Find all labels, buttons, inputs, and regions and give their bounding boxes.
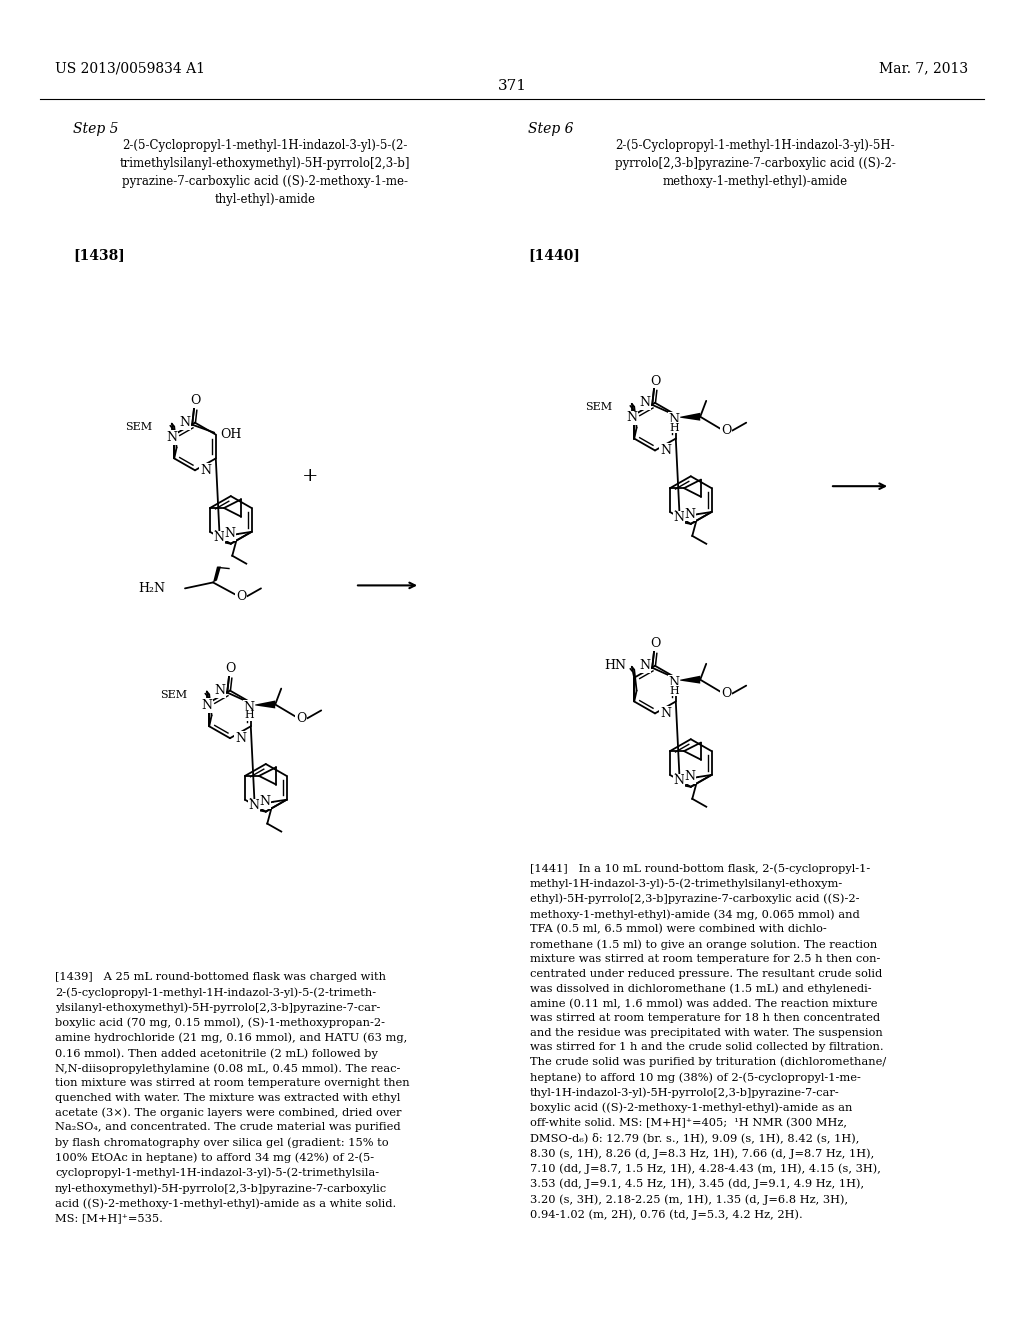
Text: N: N xyxy=(234,731,246,744)
Text: H: H xyxy=(245,710,254,721)
Text: [1440]: [1440] xyxy=(528,248,580,263)
Text: N: N xyxy=(660,708,671,719)
Text: N: N xyxy=(259,795,270,808)
Text: 2-(5-Cyclopropyl-1-methyl-1H-indazol-3-yl)-5-(2-
trimethylsilanyl-ethoxymethyl)-: 2-(5-Cyclopropyl-1-methyl-1H-indazol-3-y… xyxy=(120,139,411,206)
Text: N: N xyxy=(674,775,685,787)
Text: [1438]: [1438] xyxy=(73,248,125,263)
Text: N: N xyxy=(249,799,260,812)
Text: SEM: SEM xyxy=(160,689,187,700)
Text: N: N xyxy=(627,412,638,424)
Text: N: N xyxy=(244,701,255,714)
Text: +: + xyxy=(302,467,318,486)
Text: N: N xyxy=(202,700,213,711)
Text: HN: HN xyxy=(604,659,627,672)
Text: N: N xyxy=(639,659,650,672)
Polygon shape xyxy=(255,701,275,709)
Polygon shape xyxy=(680,413,700,421)
Polygon shape xyxy=(213,566,221,582)
Text: O: O xyxy=(650,375,660,388)
Text: O: O xyxy=(296,711,306,725)
Text: [1439]   A 25 mL round-bottomed flask was charged with
2-(5-cyclopropyl-1-methyl: [1439] A 25 mL round-bottomed flask was … xyxy=(55,973,410,1224)
Text: N: N xyxy=(214,531,224,544)
Text: N: N xyxy=(684,771,695,784)
Text: O: O xyxy=(236,590,246,603)
Text: [1441]   In a 10 mL round-bottom flask, 2-(5-cyclopropyl-1-
methyl-1H-indazol-3-: [1441] In a 10 mL round-bottom flask, 2-… xyxy=(530,863,886,1220)
Text: N: N xyxy=(684,508,695,520)
Text: 2-(5-Cyclopropyl-1-methyl-1H-indazol-3-yl)-5H-
pyrrolo[2,3-b]pyrazine-7-carboxyl: 2-(5-Cyclopropyl-1-methyl-1H-indazol-3-y… xyxy=(614,139,895,187)
Text: N: N xyxy=(200,463,211,477)
Text: O: O xyxy=(721,686,731,700)
Text: O: O xyxy=(650,638,660,651)
Text: Step 5: Step 5 xyxy=(73,121,119,136)
Text: O: O xyxy=(190,395,201,408)
Text: N: N xyxy=(674,511,685,524)
Text: O: O xyxy=(721,424,731,437)
Text: N: N xyxy=(224,528,236,540)
Text: 371: 371 xyxy=(498,79,526,94)
Text: SEM: SEM xyxy=(585,401,612,412)
Text: Step 6: Step 6 xyxy=(528,121,573,136)
Text: N: N xyxy=(660,444,671,457)
Text: H₂N: H₂N xyxy=(138,582,165,595)
Text: N: N xyxy=(669,413,680,426)
Text: Mar. 7, 2013: Mar. 7, 2013 xyxy=(879,62,968,75)
Text: US 2013/0059834 A1: US 2013/0059834 A1 xyxy=(55,62,205,75)
Text: H: H xyxy=(670,422,679,433)
Text: N: N xyxy=(179,416,190,429)
Text: O: O xyxy=(225,663,236,676)
Text: N: N xyxy=(214,684,225,697)
Text: N: N xyxy=(639,396,650,409)
Text: H: H xyxy=(670,685,679,696)
Polygon shape xyxy=(680,676,700,684)
Text: SEM: SEM xyxy=(125,421,153,432)
Text: N: N xyxy=(167,432,178,444)
Text: OH: OH xyxy=(220,428,242,441)
Text: N: N xyxy=(669,676,680,689)
